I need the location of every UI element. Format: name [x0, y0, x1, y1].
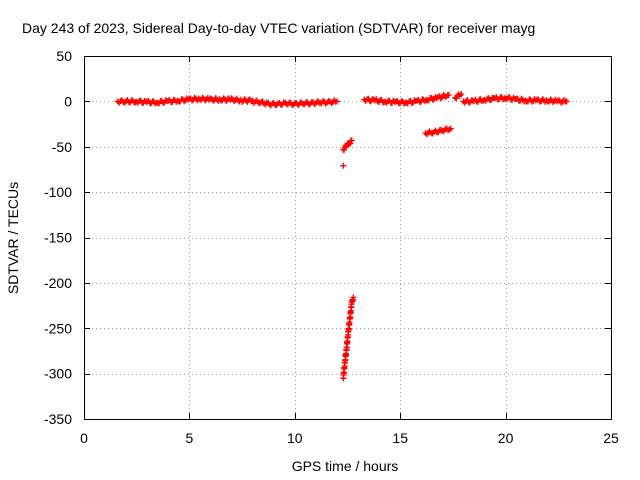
data-points — [114, 91, 570, 382]
x-tick-label: 25 — [603, 430, 619, 446]
chart-title: Day 243 of 2023, Sidereal Day-to-day VTE… — [22, 20, 535, 36]
data-point — [429, 96, 436, 103]
y-tick-label: -100 — [44, 184, 72, 200]
x-tick-label: 20 — [498, 430, 514, 446]
data-point — [445, 92, 452, 99]
y-tick-label: -50 — [52, 139, 72, 155]
data-point — [347, 140, 354, 147]
plot-frame — [84, 56, 612, 420]
data-point — [563, 98, 570, 105]
x-axis-label: GPS time / hours — [292, 458, 399, 474]
data-point — [350, 294, 357, 301]
y-tick-label: 50 — [56, 48, 72, 64]
data-point — [333, 98, 340, 105]
data-point — [341, 146, 348, 153]
data-point — [348, 137, 355, 144]
data-point — [340, 162, 347, 169]
y-tick-label: -350 — [44, 411, 72, 427]
y-tick-label: -250 — [44, 320, 72, 336]
data-point — [324, 99, 331, 106]
grid — [84, 56, 611, 419]
data-point — [553, 98, 560, 105]
x-tick-label: 15 — [392, 430, 408, 446]
x-tick-label: 0 — [80, 430, 88, 446]
x-tick-label: 10 — [287, 430, 303, 446]
y-tick-label: -150 — [44, 230, 72, 246]
x-tick-label: 5 — [186, 430, 194, 446]
y-axis-label: SDTVAR / TECUs — [5, 182, 21, 294]
data-point — [437, 95, 444, 102]
axis-ticks: 0 5 10 15 20 25 -350 -300 -250 -200 -150 -100 -50 0 50 — [44, 48, 619, 446]
y-tick-label: 0 — [64, 93, 72, 109]
y-tick-label: -300 — [44, 366, 72, 382]
data-point — [458, 91, 465, 98]
data-point — [447, 125, 454, 132]
y-tick-label: -200 — [44, 275, 72, 291]
